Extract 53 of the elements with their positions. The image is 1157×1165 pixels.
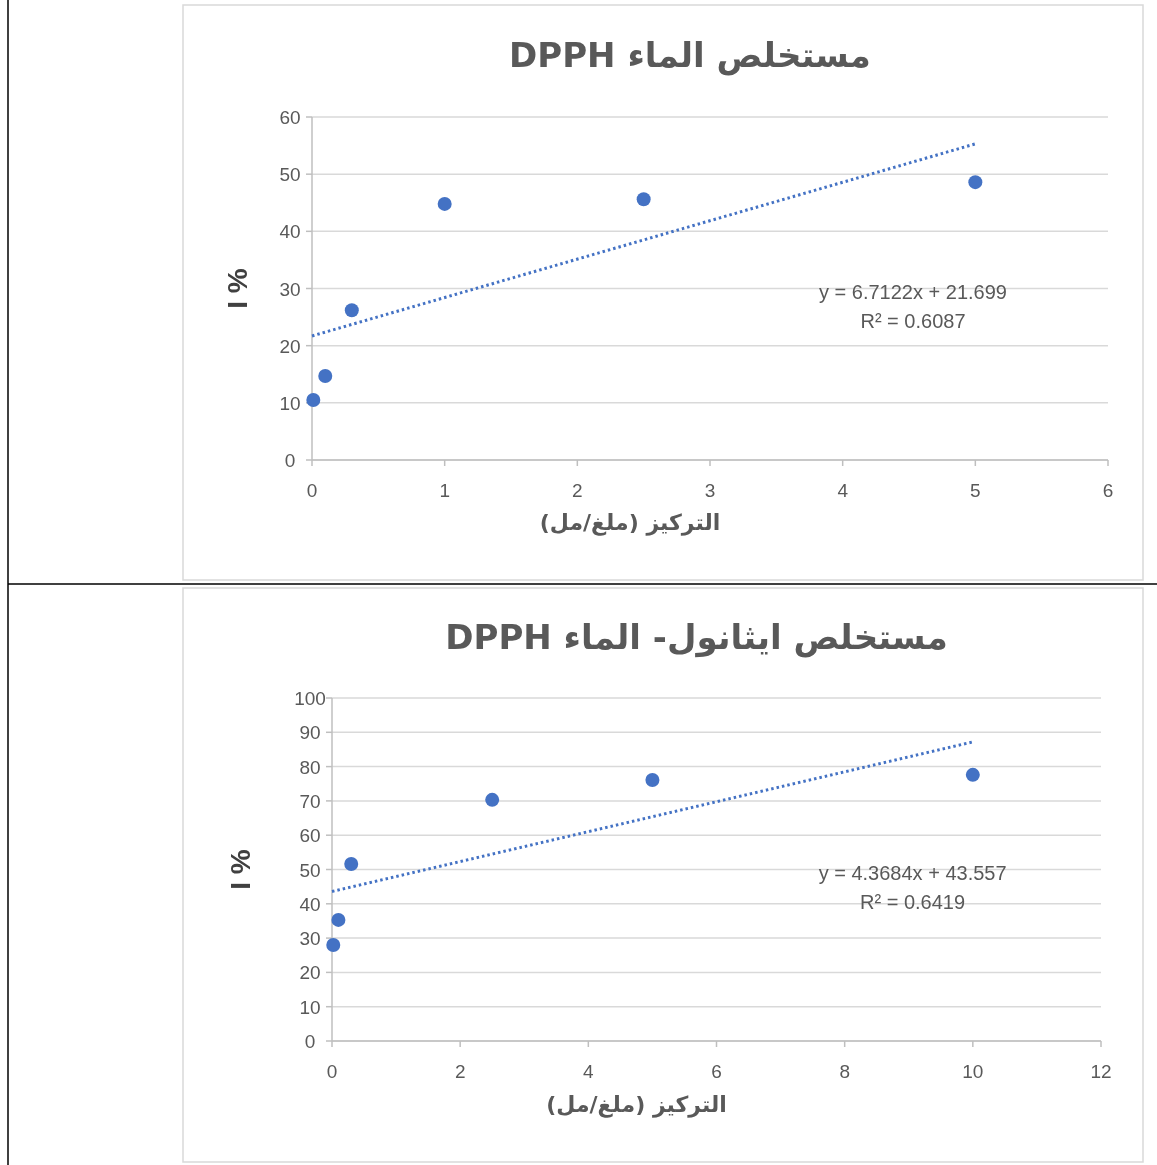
y-tick-label: 10 [279,392,301,414]
y-tick-label: 70 [299,790,321,812]
point [485,792,500,807]
y-tick-label: 40 [279,221,301,243]
point [437,196,452,211]
x-axis-title: التركيز (ملغ/مل) [546,1092,727,1118]
x-tick-label: 10 [962,1061,984,1082]
x-tick-label: 6 [711,1061,722,1082]
y-tick-label: 60 [279,107,301,128]
x-tick-label: 2 [572,480,583,501]
y-tick-label: 30 [299,928,321,950]
y-tick-label: 0 [284,450,296,471]
point [306,392,321,407]
point [968,175,983,190]
y-tick-label: 60 [299,825,321,847]
x-tick-label: 1 [439,480,450,501]
point [636,192,651,207]
point [344,857,359,872]
x-tick-label: 3 [704,480,716,501]
x-tick-label: 0 [326,1061,338,1082]
x-tick-label: 4 [837,480,849,501]
chart-title: مستخلص الماء DPPH [509,35,871,76]
point [645,772,660,787]
point [326,937,341,952]
annotation: R² = 0.6419 [860,890,966,913]
chart-title: مستخلص ايثانول- الماء DPPH [445,617,948,658]
annotation: y = 6.7122x + 21.699 [819,280,1007,303]
y-tick-label: 20 [279,335,301,357]
point [344,303,359,318]
y-tick-label: 80 [299,756,321,778]
y-tick-label: 0 [304,1031,316,1052]
y-tick-label: 40 [299,893,321,915]
point [331,912,346,927]
point [318,368,333,383]
point [965,767,980,782]
annotation: R² = 0.6087 [860,309,966,332]
x-tick-label: 6 [1102,480,1114,501]
y-tick-label: 30 [279,278,301,300]
y-axis-title: I % [222,268,253,309]
x-axis-title: التركيز (ملغ/مل) [539,510,721,536]
y-axis-title: I % [225,849,256,890]
y-tick-label: 90 [299,722,321,744]
annotation: y = 4.3684x + 43.557 [818,861,1007,884]
x-tick-label: 4 [583,1061,595,1082]
y-tick-label: 20 [299,962,321,984]
x-tick-label: 2 [454,1061,466,1082]
x-tick-label: 5 [970,480,981,501]
x-tick-label: 12 [1090,1061,1112,1082]
y-tick-label: 10 [299,996,321,1018]
x-tick-label: 8 [839,1061,850,1082]
y-tick-label: 50 [299,859,321,881]
y-tick-label: 100 [294,688,326,709]
y-tick-label: 50 [279,164,301,186]
